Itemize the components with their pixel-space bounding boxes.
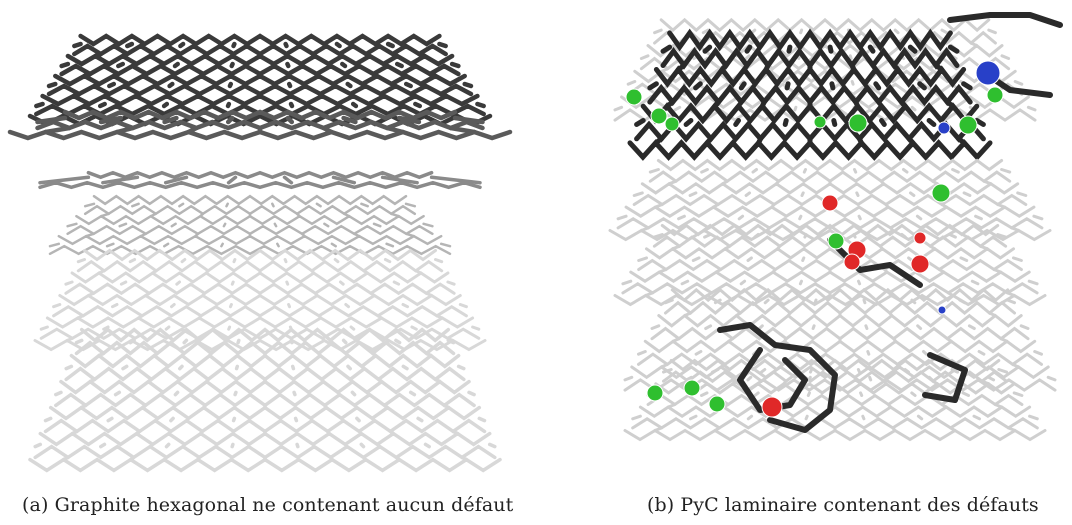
- nitrogen-atom: [937, 305, 947, 315]
- hydrogen-atom: [664, 116, 680, 132]
- hydrogen-atom: [625, 88, 643, 106]
- hydrogen-atom: [650, 107, 668, 125]
- pyc-layers-illustration: [608, 12, 1063, 442]
- hydrogen-atom: [827, 232, 845, 250]
- hydrogen-atom: [958, 115, 978, 135]
- oxygen-atom: [761, 396, 783, 418]
- hydrogen-atom: [646, 384, 664, 402]
- caption-b: (b) PyC laminaire contenant des défauts: [647, 494, 1039, 516]
- oxygen-atom: [843, 253, 861, 271]
- hydrogen-atom: [848, 113, 868, 133]
- nitrogen-atom: [937, 121, 951, 135]
- hydrogen-atom: [683, 379, 701, 397]
- graphite-layer-3: [38, 170, 482, 190]
- hydrogen-atom: [708, 395, 726, 413]
- hydrogen-atom: [931, 183, 951, 203]
- graphite-layer-6: [28, 327, 502, 473]
- oxygen-atom: [910, 254, 930, 274]
- graphite-layer-4: [48, 194, 452, 256]
- graphite-layers-illustration: [7, 33, 513, 473]
- caption-a: (a) Graphite hexagonal ne contenant aucu…: [22, 494, 514, 516]
- nitrogen-atom: [975, 60, 1001, 86]
- oxygen-atom: [821, 194, 839, 212]
- hydrogen-atom: [813, 115, 827, 129]
- graphite-layer-2: [7, 109, 513, 141]
- panel-a-graphite-model: [0, 0, 520, 480]
- pyc-layer-2: [608, 158, 1052, 242]
- pyc-layer-1-dark: [627, 28, 993, 161]
- hydrogen-atom: [986, 86, 1004, 104]
- panel-b-pyc-model: [590, 0, 1072, 480]
- pyc-heteroatoms: [625, 60, 1004, 418]
- oxygen-atom: [913, 231, 927, 245]
